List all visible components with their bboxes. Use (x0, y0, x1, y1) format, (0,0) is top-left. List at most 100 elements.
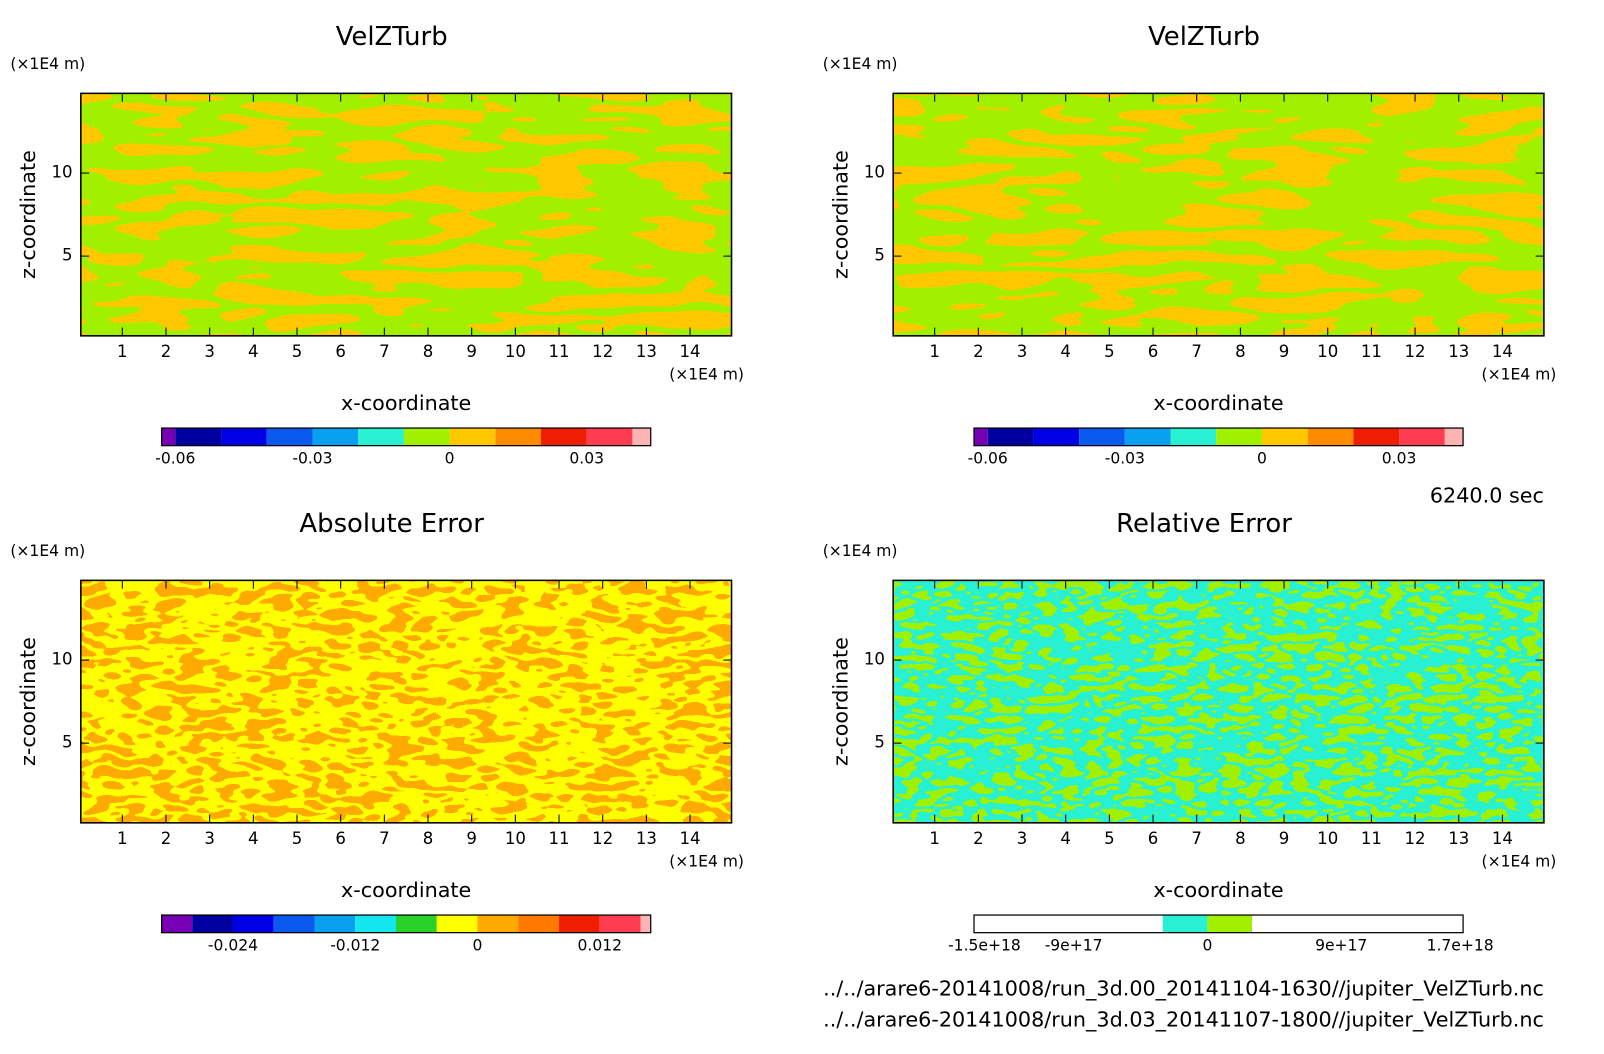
x-tick-label: 2 (161, 342, 172, 361)
colorbar-box (273, 915, 315, 933)
colorbar-box (175, 428, 222, 446)
x-tick-label: 4 (1060, 342, 1071, 361)
x-tick-label: 8 (423, 829, 434, 848)
colorbar-box (640, 915, 651, 933)
x-tick-label: 9 (1279, 342, 1290, 361)
colorbar-box (586, 428, 633, 446)
x-unit: (×1E4 m) (1482, 366, 1557, 384)
x-axis-label: x-coordinate (1153, 878, 1283, 902)
field-pattern (80, 93, 732, 336)
chart-title: VelZTurb (1148, 22, 1260, 52)
x-tick-label: 1 (929, 829, 940, 848)
y-unit: (×1E4 m) (10, 542, 85, 560)
colorbar-box (1251, 915, 1297, 933)
x-tick-label: 13 (636, 829, 657, 848)
x-tick-label: 6 (335, 342, 346, 361)
colorbar-box (1033, 428, 1080, 446)
colorbar-box (358, 428, 404, 446)
colorbar-box (974, 915, 985, 933)
chart-title: Relative Error (1116, 509, 1292, 539)
x-tick-label: 4 (248, 829, 259, 848)
x-tick-label: 3 (204, 342, 215, 361)
x-tick-label: 4 (248, 342, 259, 361)
field-pattern (893, 93, 1544, 336)
colorbar-tick-label: -0.03 (1105, 450, 1145, 468)
colorbar-box (449, 428, 496, 446)
plot-frame (80, 579, 733, 824)
colorbar-box (355, 915, 396, 933)
colorbar-box (1118, 915, 1163, 933)
colorbar-box (221, 428, 267, 446)
x-tick-label: 6 (1148, 829, 1159, 848)
colorbar-box (599, 915, 641, 933)
x-tick-label: 9 (1279, 829, 1290, 848)
y-tick-label: 5 (62, 246, 73, 265)
colorbar-frame (161, 914, 652, 934)
colorbar-tick-label: 0.03 (1382, 450, 1417, 468)
colorbar-box (974, 428, 988, 446)
colorbar-box (1385, 915, 1431, 933)
x-tick-label: 6 (1148, 342, 1159, 361)
x-tick-label: 13 (636, 342, 657, 361)
colorbar-box (1079, 428, 1125, 446)
x-tick-label: 5 (292, 829, 303, 848)
colorbar-box (495, 428, 542, 446)
x-tick-label: 14 (680, 342, 701, 361)
x-tick-label: 9 (466, 829, 477, 848)
colorbar-box (1029, 915, 1074, 933)
colorbar-box (1216, 428, 1262, 446)
time-label: 6240.0 sec (1430, 483, 1544, 507)
x-tick-label: 11 (548, 829, 569, 848)
x-tick-label: 8 (423, 342, 434, 361)
colorbar-tick-label: -0.024 (208, 937, 258, 955)
colorbar-tick-label: -0.012 (330, 937, 380, 955)
x-axis-label: x-coordinate (1153, 391, 1283, 415)
y-axis-label: z-coordinate (16, 150, 40, 279)
colorbar-box (1073, 915, 1119, 933)
colorbar-box (1341, 915, 1386, 933)
x-tick-label: 12 (1405, 829, 1426, 848)
colorbar-box (541, 428, 587, 446)
x-tick-label: 2 (161, 829, 172, 848)
colorbar-box (192, 915, 233, 933)
colorbar-tick-label: 0 (1202, 937, 1212, 955)
x-tick-label: 14 (1492, 829, 1513, 848)
colorbar-box (161, 428, 176, 446)
x-tick-label: 7 (379, 829, 390, 848)
x-tick-label: 3 (204, 829, 215, 848)
file-path: ../../arare6-20141008/run_3d.00_20141104… (823, 977, 1544, 1002)
colorbar-box (1307, 428, 1354, 446)
colorbar-box (1444, 428, 1464, 446)
x-tick-label: 7 (379, 342, 390, 361)
x-tick-label: 10 (505, 342, 526, 361)
colorbar-box (266, 428, 313, 446)
colorbar-box (1430, 915, 1464, 933)
x-tick-label: 2 (973, 342, 984, 361)
x-tick-label: 11 (1361, 829, 1382, 848)
y-tick-label: 10 (51, 163, 72, 182)
colorbar-box (559, 915, 600, 933)
colorbar-tick-label: 0 (1257, 450, 1267, 468)
colorbar-box (1207, 915, 1252, 933)
colorbar-box (1162, 915, 1208, 933)
x-tick-label: 10 (1317, 342, 1338, 361)
y-unit: (×1E4 m) (10, 55, 85, 73)
colorbar-box (314, 915, 356, 933)
chart-title: VelZTurb (336, 22, 448, 52)
x-tick-label: 10 (505, 829, 526, 848)
y-axis-label: z-coordinate (16, 637, 40, 766)
colorbar-box (1170, 428, 1217, 446)
colorbar-tick-label: 0 (473, 937, 483, 955)
colorbar-box (232, 915, 274, 933)
colorbar-box (477, 915, 519, 933)
colorbar-tick-label: 9e+17 (1315, 937, 1367, 955)
colorbar-box (984, 915, 1030, 933)
colorbar-frame (161, 427, 652, 447)
x-tick-label: 1 (117, 829, 128, 848)
colorbar-box (1399, 428, 1445, 446)
x-tick-label: 14 (1492, 342, 1513, 361)
x-tick-label: 10 (1317, 829, 1338, 848)
x-tick-label: 8 (1235, 342, 1246, 361)
colorbar-tick-label: 0.03 (569, 450, 604, 468)
